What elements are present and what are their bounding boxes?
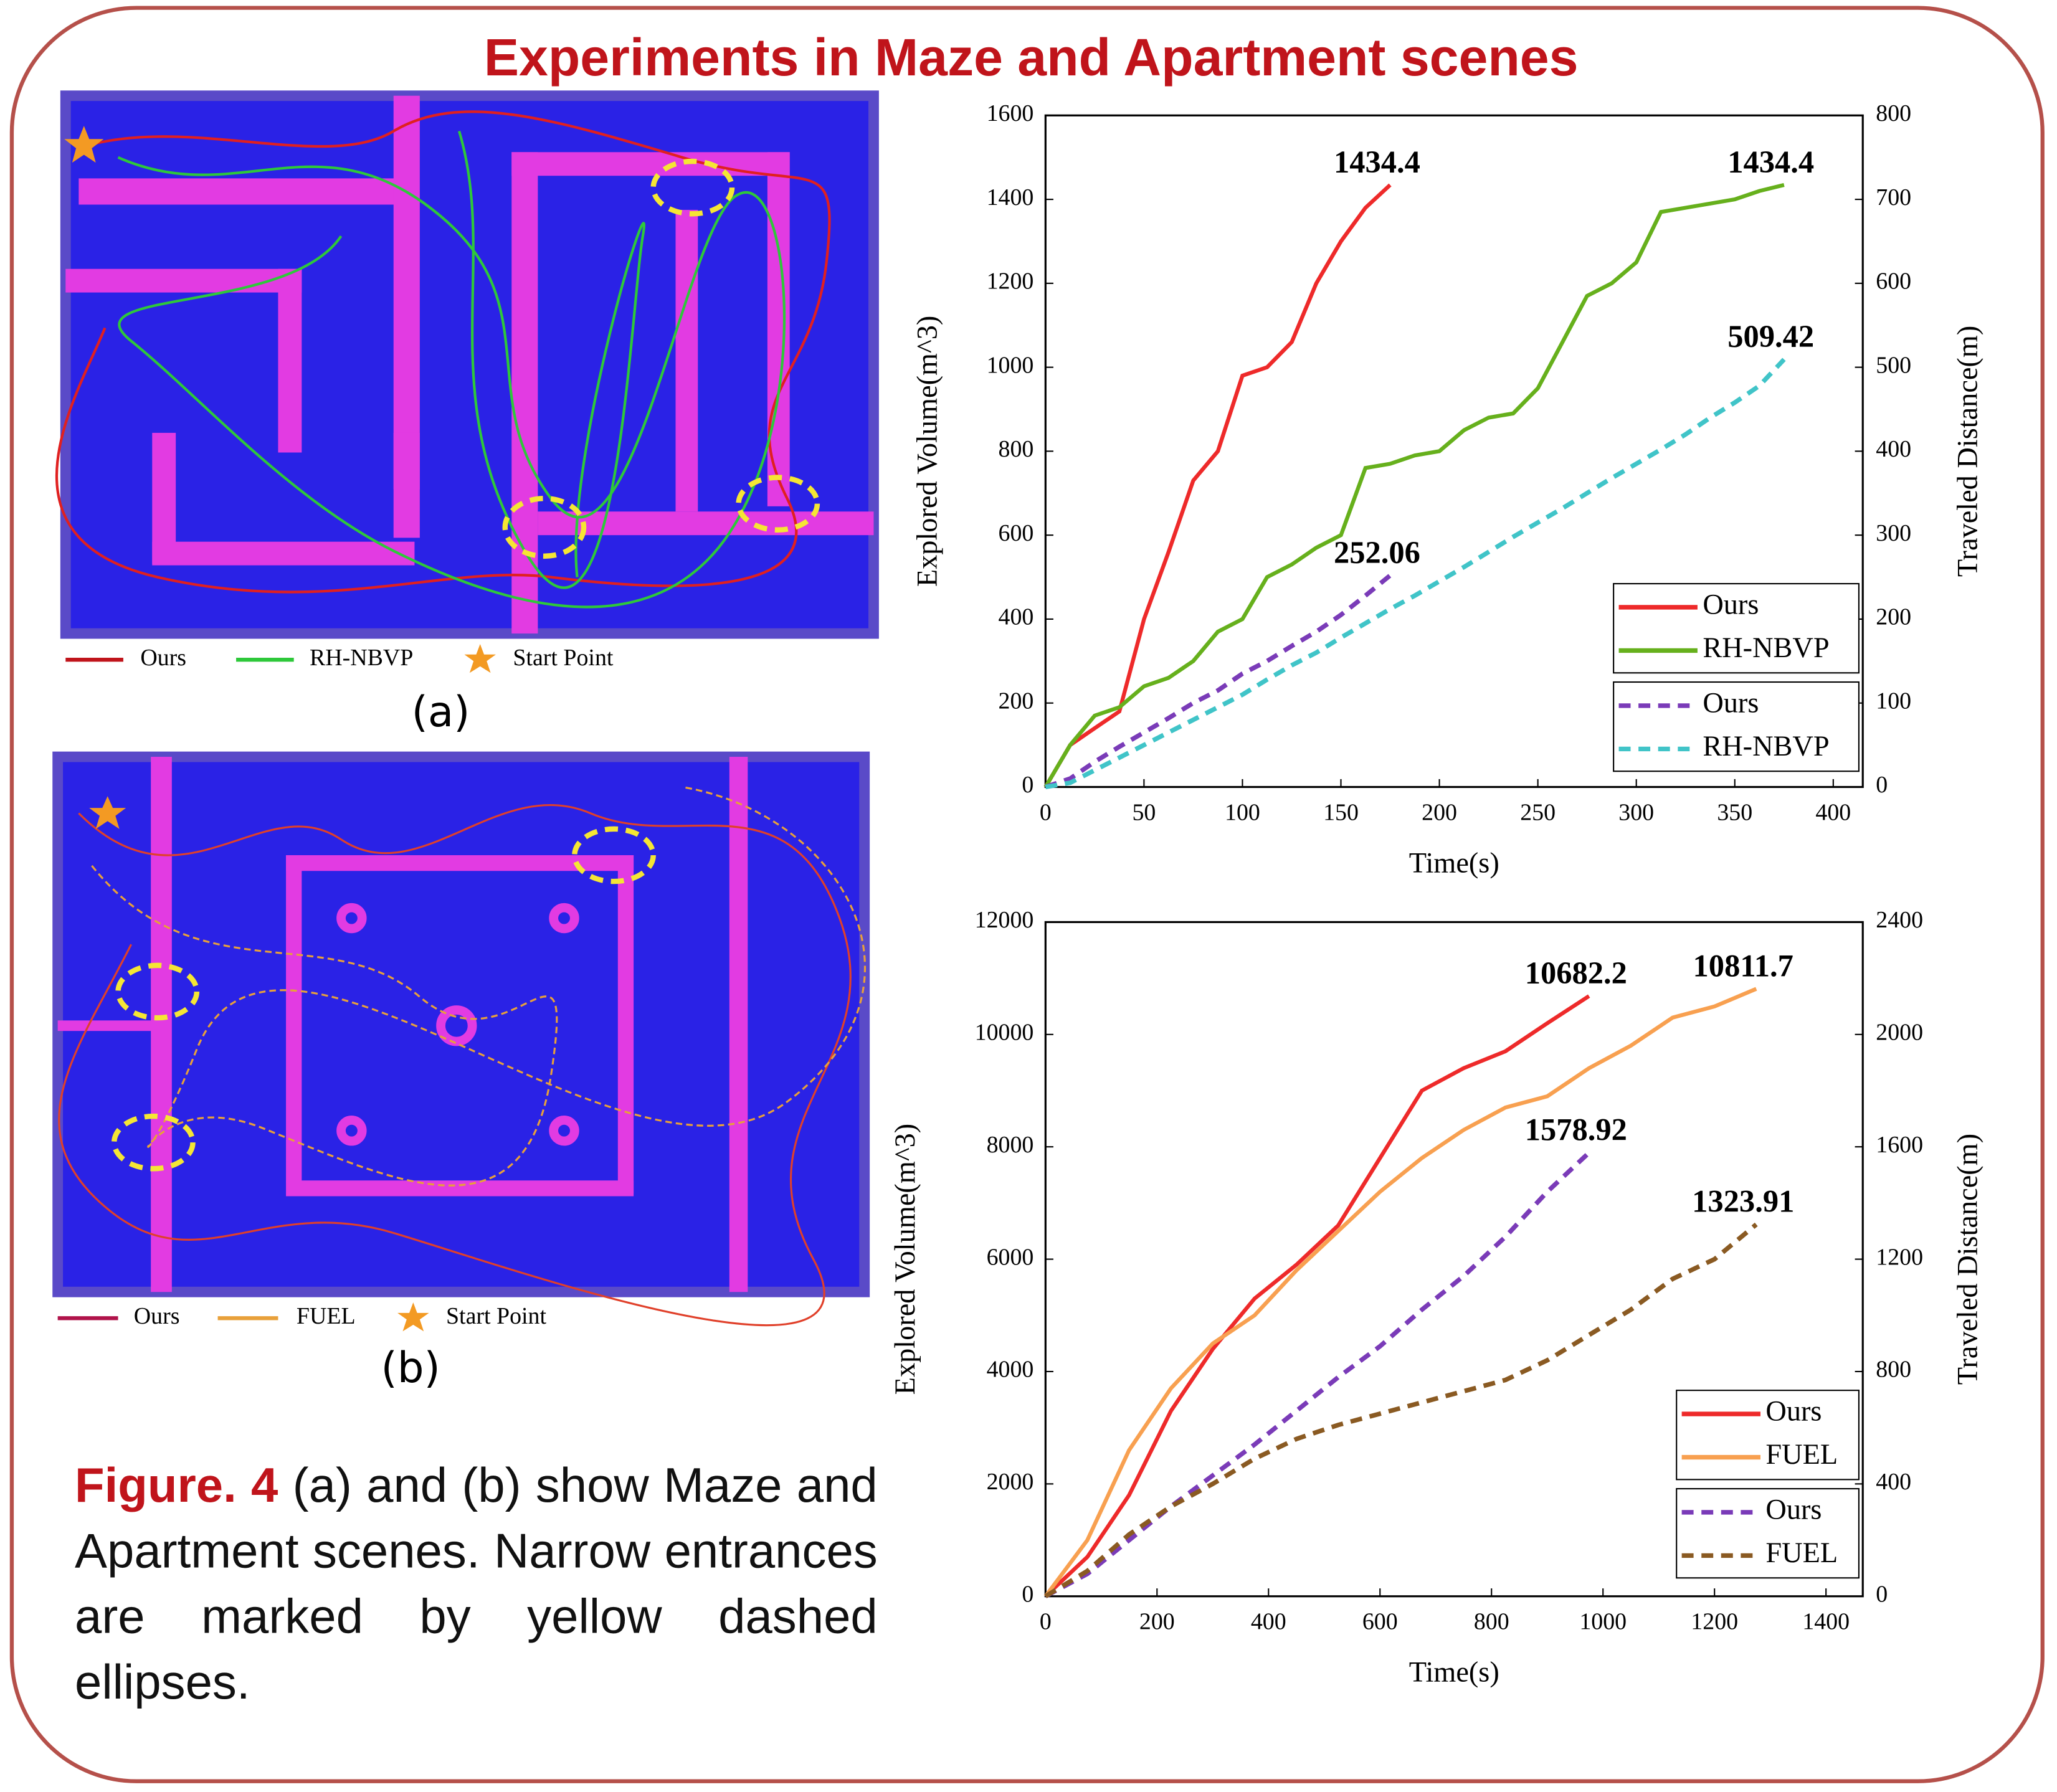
maze-legend: Ours RH-NBVP Start Point [65, 644, 614, 673]
legend-label: Start Point [513, 645, 614, 671]
x-axis-label: Time(s) [1409, 1657, 1499, 1689]
caption: Figure. 4 (a) and (b) show Maze and Apar… [75, 1453, 878, 1715]
x-tick-label: 200 [1139, 1609, 1175, 1635]
series-line [1045, 185, 1390, 787]
y-tick-label: 600 [999, 520, 1034, 546]
figure-label: (a) [412, 687, 470, 736]
y-tick-label: 800 [999, 436, 1034, 462]
y2-tick-label: 400 [1876, 436, 1911, 462]
y2-tick-label: 800 [1876, 100, 1911, 126]
y2-tick-label: 1200 [1876, 1244, 1923, 1270]
poster: Experiments in Maze and Apartment scenes… [0, 0, 2057, 1792]
y-tick-label: 400 [999, 604, 1034, 630]
x-tick-label: 1400 [1802, 1609, 1850, 1635]
x-tick-label: 200 [1422, 799, 1457, 825]
legend-label: Ours [140, 645, 186, 671]
x-tick-label: 800 [1474, 1609, 1509, 1635]
x-tick-label: 150 [1323, 799, 1359, 825]
end-value-label: 252.06 [1334, 535, 1420, 570]
maze-image [57, 96, 873, 633]
y-axis-label: Explored Volume(m^3) [912, 316, 944, 587]
series-line [1045, 576, 1390, 787]
end-value-label: 1323.91 [1692, 1184, 1794, 1219]
y-tick-label: 1000 [987, 352, 1034, 378]
x-tick-label: 400 [1251, 1609, 1286, 1635]
legend-label: FUEL [1765, 1537, 1838, 1569]
y-tick-label: 1400 [987, 184, 1034, 211]
legend-label: Ours [1703, 589, 1759, 621]
caption-label: Figure. 4 [75, 1459, 278, 1512]
legend-label: Ours [1765, 1396, 1822, 1428]
y2-tick-label: 1600 [1876, 1132, 1923, 1158]
y-tick-label: 1200 [987, 268, 1034, 295]
apartment-image [58, 757, 865, 1325]
x-tick-label: 1200 [1691, 1609, 1738, 1635]
y-tick-label: 12000 [975, 907, 1034, 933]
x-tick-label: 100 [1225, 799, 1260, 825]
y2-tick-label: 0 [1876, 1581, 1888, 1607]
legend-label: Ours [134, 1303, 180, 1329]
y2-tick-label: 400 [1876, 1469, 1911, 1495]
apartment-legend: Ours FUEL Start Point [58, 1302, 547, 1331]
end-value-label: 10811.7 [1693, 949, 1793, 984]
y-tick-label: 10000 [975, 1019, 1034, 1045]
y2-tick-label: 600 [1876, 268, 1911, 295]
end-value-label: 10682.2 [1525, 955, 1627, 990]
x-tick-label: 1000 [1579, 1609, 1627, 1635]
end-value-label: 1434.4 [1334, 145, 1420, 179]
end-value-label: 509.42 [1727, 319, 1814, 354]
y-axis-label: Explored Volume(m^3) [890, 1124, 921, 1395]
y2-tick-label: 300 [1876, 520, 1911, 546]
figure-label: (b) [381, 1343, 440, 1392]
poster-title: Experiments in Maze and Apartment scenes [484, 28, 1579, 87]
x-tick-label: 400 [1815, 799, 1851, 825]
series-line [1045, 989, 1756, 1596]
y2-axis-label: Traveled Distance(m) [1952, 1134, 1984, 1385]
y-tick-label: 8000 [987, 1132, 1034, 1158]
end-value-label: 1434.4 [1727, 145, 1814, 179]
x-tick-label: 600 [1362, 1609, 1398, 1635]
y-tick-label: 200 [999, 688, 1034, 714]
y-tick-label: 1600 [987, 100, 1034, 126]
series-line [1045, 1153, 1589, 1596]
x-tick-label: 350 [1717, 799, 1752, 825]
legend-label: FUEL [1765, 1439, 1838, 1471]
y2-tick-label: 500 [1876, 352, 1911, 378]
legend-label: RH-NBVP [310, 645, 413, 671]
legend-label: FUEL [297, 1303, 356, 1329]
y-tick-label: 0 [1022, 772, 1033, 798]
end-value-label: 1578.92 [1525, 1112, 1627, 1147]
legend-label: Ours [1703, 688, 1759, 719]
legend-label: Start Point [446, 1303, 547, 1329]
x-tick-label: 300 [1618, 799, 1654, 825]
y2-tick-label: 100 [1876, 688, 1911, 714]
legend-label: Ours [1765, 1494, 1822, 1526]
x-tick-label: 0 [1040, 799, 1052, 825]
y2-tick-label: 200 [1876, 604, 1911, 630]
y2-tick-label: 2000 [1876, 1019, 1923, 1045]
legend-label: RH-NBVP [1703, 632, 1829, 664]
x-tick-label: 0 [1040, 1609, 1052, 1635]
y-tick-label: 0 [1022, 1581, 1033, 1607]
line-chart: 0 50 100 150 200 250 300 350 400 0 200 400 600 800 100… [912, 100, 1984, 879]
y2-tick-label: 0 [1876, 772, 1888, 798]
y2-axis-label: Traveled Distance(m) [1952, 326, 1984, 577]
y2-tick-label: 800 [1876, 1357, 1911, 1383]
x-axis-label: Time(s) [1409, 847, 1499, 879]
x-tick-label: 250 [1520, 799, 1556, 825]
y-tick-label: 6000 [987, 1244, 1034, 1270]
y2-tick-label: 700 [1876, 184, 1911, 211]
series-line [1045, 996, 1589, 1596]
legend-label: RH-NBVP [1703, 731, 1829, 762]
y-tick-label: 2000 [987, 1469, 1034, 1495]
series-line [1045, 1225, 1756, 1596]
y2-tick-label: 2400 [1876, 907, 1923, 933]
y-tick-label: 4000 [987, 1357, 1034, 1383]
x-tick-label: 50 [1132, 799, 1156, 825]
